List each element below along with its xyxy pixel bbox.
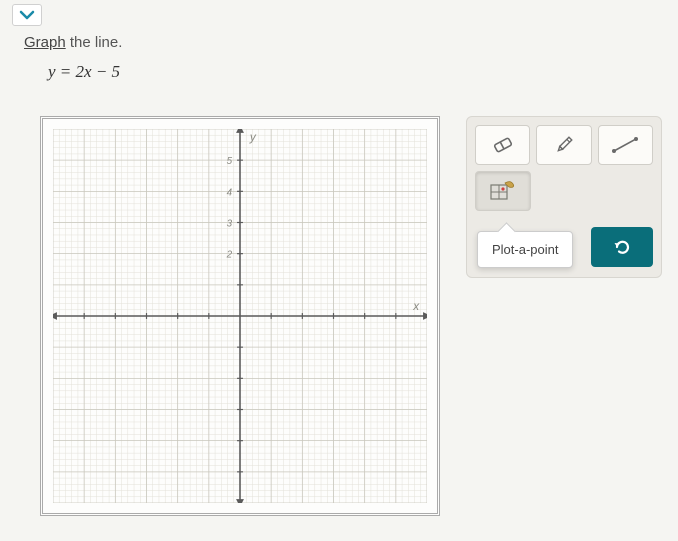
tooltip: Plot-a-point <box>477 231 573 268</box>
pencil-tool-button[interactable] <box>536 125 591 165</box>
plot-point-tool-button[interactable] <box>475 171 531 211</box>
plot-point-icon <box>489 179 517 203</box>
svg-text:y: y <box>249 130 257 144</box>
tool-row-2 <box>475 171 653 211</box>
svg-text:x: x <box>412 299 420 313</box>
instruction-text: Graph the line. <box>24 34 122 51</box>
svg-text:2: 2 <box>226 250 233 261</box>
pencil-icon <box>552 133 576 157</box>
chevron-down-icon <box>19 9 35 21</box>
undo-icon <box>612 237 632 257</box>
tooltip-text: Plot-a-point <box>492 242 558 257</box>
instruction-underlined: Graph <box>24 34 66 51</box>
action-row: Plot-a-point <box>475 227 653 269</box>
line-tool-button[interactable] <box>598 125 653 165</box>
collapse-toggle[interactable] <box>12 4 42 26</box>
graph-area[interactable]: 2 3 4 5 x y <box>40 116 440 516</box>
instruction-rest: the line. <box>66 34 123 51</box>
tool-row-1 <box>475 125 653 165</box>
eraser-tool-button[interactable] <box>475 125 530 165</box>
line-icon <box>610 135 640 155</box>
coordinate-grid: 2 3 4 5 x y <box>53 129 427 503</box>
svg-text:4: 4 <box>227 187 233 198</box>
eraser-icon <box>490 135 516 155</box>
equation-text: y = 2x − 5 <box>48 62 120 82</box>
undo-button[interactable] <box>591 227 653 267</box>
svg-text:3: 3 <box>227 218 233 229</box>
svg-text:5: 5 <box>227 156 233 167</box>
toolbox-panel: Plot-a-point <box>466 116 662 278</box>
